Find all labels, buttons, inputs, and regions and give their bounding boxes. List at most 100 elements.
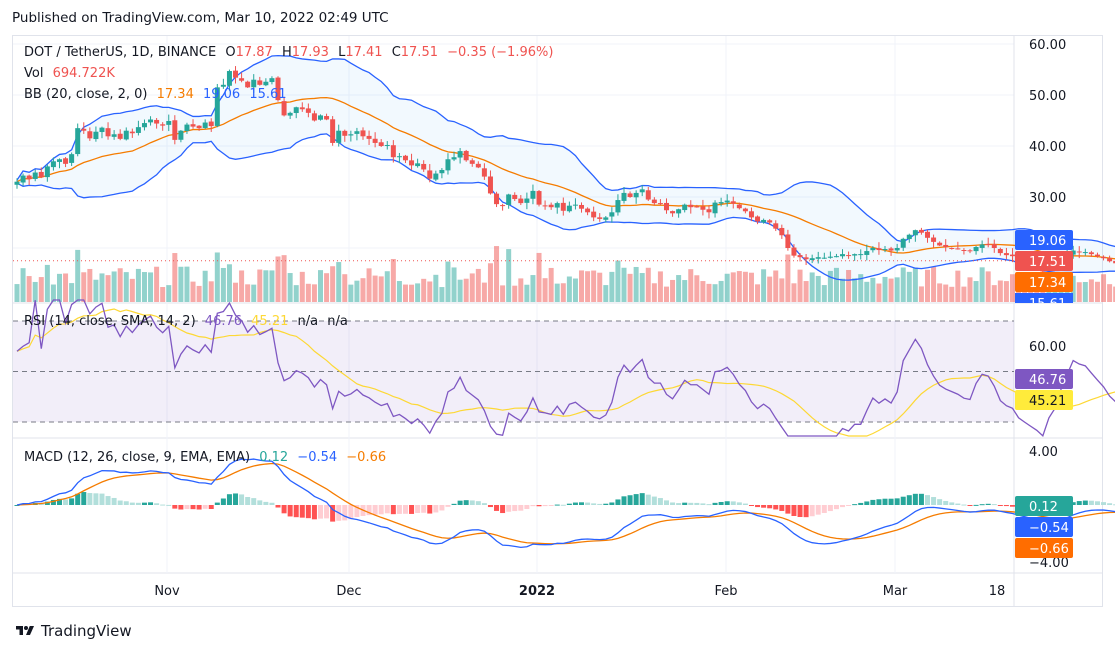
candle-body — [724, 200, 730, 203]
candle — [135, 120, 141, 136]
candle-body — [111, 134, 117, 137]
candle-body — [840, 254, 846, 257]
candle-body — [38, 171, 44, 178]
volume-bar — [1088, 279, 1094, 302]
candle — [251, 74, 257, 93]
candle — [1009, 248, 1015, 263]
tradingview-logo[interactable]: TradingView — [14, 622, 132, 640]
candle — [949, 247, 955, 250]
volume-bar — [56, 273, 62, 302]
candle — [900, 237, 906, 251]
volume-bar — [530, 275, 536, 302]
macd-histogram-bar — [688, 502, 694, 505]
candle-body — [475, 163, 481, 168]
volume-bar — [761, 269, 767, 302]
candle-body — [233, 70, 239, 78]
volume-bar — [882, 276, 888, 302]
candle-body — [299, 107, 305, 110]
macd-histogram-bar — [609, 502, 615, 505]
macd-histogram-bar — [912, 493, 918, 505]
candle — [360, 127, 366, 140]
volume-bar — [1107, 284, 1113, 302]
volume-bar — [912, 267, 918, 302]
volume-bar — [111, 271, 117, 302]
macd-histogram-bar — [639, 493, 645, 505]
candle-body — [390, 145, 396, 158]
candle-body — [154, 119, 160, 124]
candle-body — [226, 71, 232, 86]
volume-bar — [38, 277, 44, 302]
candle — [14, 178, 20, 189]
volume-bar — [554, 283, 560, 302]
volume-bar — [840, 278, 846, 302]
volume-bar — [196, 285, 202, 302]
candle — [706, 205, 712, 219]
macd-histogram-bar — [372, 505, 378, 515]
symbol-legend: DOT / TetherUS, 1D, BINANCE O17.87 H17.9… — [24, 45, 558, 60]
volume-bar — [135, 268, 141, 302]
volume-bar — [208, 281, 214, 302]
macd-histogram-bar — [645, 494, 651, 505]
candle-body — [888, 248, 894, 251]
volume-bar — [348, 284, 354, 302]
candle — [451, 151, 457, 162]
candle — [761, 218, 767, 224]
volume-bar — [93, 279, 99, 302]
candle-body — [821, 257, 827, 259]
candle — [870, 246, 876, 253]
macd-histogram-bar — [409, 505, 415, 514]
candle-body — [500, 205, 506, 207]
macd-histogram-bar — [809, 505, 815, 517]
candle-body — [457, 151, 463, 158]
rsi-value: 46.76 — [204, 314, 243, 329]
macd-histogram-bar — [463, 500, 469, 505]
candle — [330, 116, 336, 146]
volume-bar — [742, 271, 748, 302]
candle — [141, 119, 147, 131]
macd-histogram-bar — [621, 496, 627, 505]
macd-hist-badge: 0.12 — [1015, 496, 1073, 516]
candle — [530, 184, 536, 205]
volume-bar — [330, 266, 336, 302]
macd-histogram-bar — [439, 505, 445, 511]
candle — [688, 200, 694, 214]
candle-body — [688, 204, 694, 208]
candle — [269, 76, 275, 85]
candle-body — [536, 191, 542, 205]
candle-body — [487, 176, 493, 194]
macd-histogram-bar — [75, 493, 81, 505]
candle — [840, 249, 846, 259]
volume-bar — [220, 267, 226, 302]
volume-bar — [50, 284, 56, 302]
volume-bar — [257, 269, 263, 302]
macd-histogram-bar — [906, 495, 912, 505]
macd-badge: −0.54 — [1015, 517, 1073, 537]
candle — [233, 66, 239, 84]
macd-histogram-bar — [275, 505, 281, 508]
candle — [554, 201, 560, 214]
macd-histogram-bar — [396, 505, 402, 514]
candle — [32, 169, 38, 182]
ohlc-open: O17.87 — [225, 45, 273, 60]
volume-bar — [663, 286, 669, 302]
volume-bar — [937, 283, 943, 302]
bb-lower-value: 15.61 — [249, 87, 287, 102]
macd-histogram-bar — [615, 499, 621, 505]
candle-body — [178, 130, 184, 140]
candle-body — [281, 101, 287, 116]
macd-histogram-bar — [833, 505, 839, 510]
rsi-badge: 46.76 — [1015, 369, 1073, 389]
volume-bar — [105, 275, 111, 302]
candle — [597, 213, 603, 222]
candle-body — [220, 84, 226, 87]
volume-bar — [821, 285, 827, 302]
macd-histogram-bar — [1009, 505, 1015, 507]
candle-body — [239, 78, 245, 81]
volume-bar — [275, 256, 281, 302]
macd-histogram-bar — [208, 505, 214, 510]
macd-histogram-bar — [979, 504, 985, 506]
candle — [791, 244, 797, 258]
candle-body — [955, 248, 961, 250]
macd-histogram-bar — [99, 493, 105, 505]
